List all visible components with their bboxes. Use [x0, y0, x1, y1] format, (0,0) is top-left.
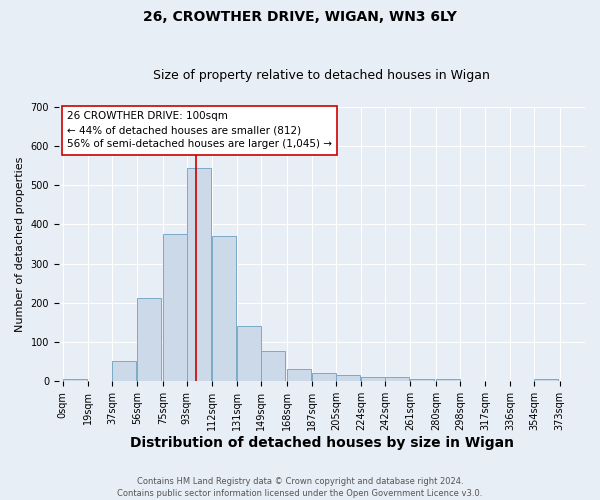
Bar: [112, 361, 136, 382]
Bar: [410, 378, 434, 382]
Bar: [287, 369, 311, 382]
Y-axis label: Number of detached properties: Number of detached properties: [15, 156, 25, 332]
Bar: [63, 378, 87, 382]
Bar: [436, 380, 460, 382]
Bar: [460, 380, 484, 382]
Bar: [261, 351, 285, 382]
Bar: [212, 236, 236, 382]
Bar: [137, 298, 161, 382]
Bar: [187, 168, 211, 382]
Bar: [336, 374, 360, 382]
Title: Size of property relative to detached houses in Wigan: Size of property relative to detached ho…: [154, 69, 490, 82]
Text: Contains HM Land Registry data © Crown copyright and database right 2024.
Contai: Contains HM Land Registry data © Crown c…: [118, 476, 482, 498]
Bar: [385, 378, 409, 382]
Text: 26, CROWTHER DRIVE, WIGAN, WN3 6LY: 26, CROWTHER DRIVE, WIGAN, WN3 6LY: [143, 10, 457, 24]
Bar: [312, 372, 336, 382]
Bar: [237, 326, 261, 382]
Bar: [535, 378, 559, 382]
Bar: [163, 234, 187, 382]
Bar: [361, 378, 385, 382]
X-axis label: Distribution of detached houses by size in Wigan: Distribution of detached houses by size …: [130, 436, 514, 450]
Text: 26 CROWTHER DRIVE: 100sqm
← 44% of detached houses are smaller (812)
56% of semi: 26 CROWTHER DRIVE: 100sqm ← 44% of detac…: [67, 112, 332, 150]
